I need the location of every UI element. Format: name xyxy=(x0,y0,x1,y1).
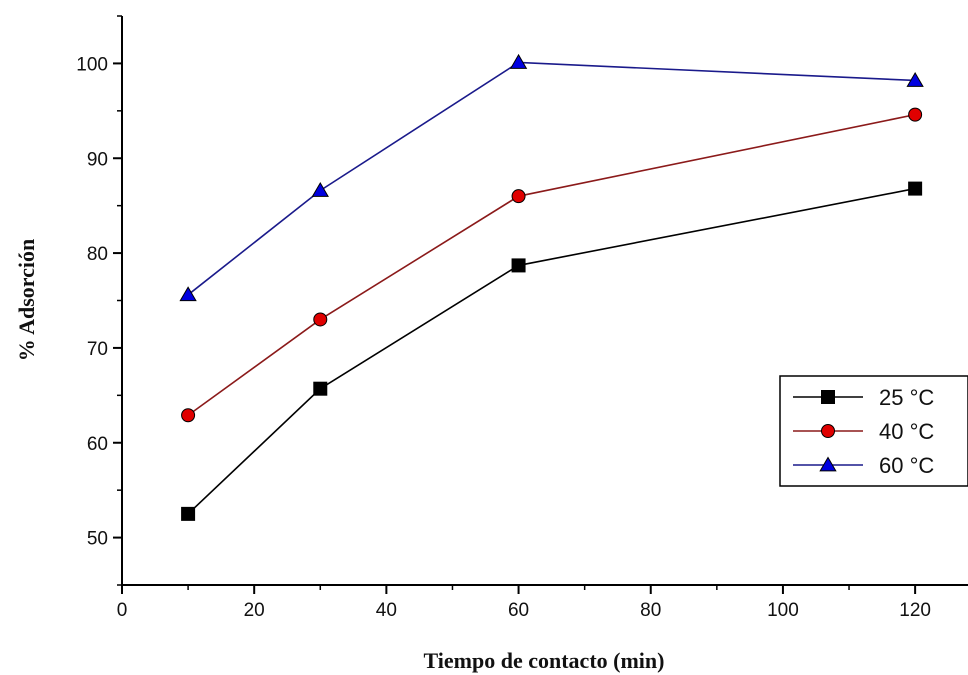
legend-label: 25 °C xyxy=(879,385,934,410)
series-3-point xyxy=(906,71,924,87)
series-2-point xyxy=(313,312,328,327)
legend: 25 °C 40 °C 60 °C xyxy=(779,375,968,487)
series-3-point xyxy=(311,181,329,197)
x-tick-label: 20 xyxy=(244,600,265,621)
legend-marker xyxy=(821,390,835,404)
legend-marker xyxy=(821,424,835,438)
legend-item: 60 °C xyxy=(793,453,934,478)
series-1-point xyxy=(908,181,923,196)
series-2-point xyxy=(908,107,923,122)
x-tick-label: 100 xyxy=(767,600,799,621)
series-2 xyxy=(181,107,923,423)
legend-label: 40 °C xyxy=(879,419,934,444)
x-tick-label: 40 xyxy=(376,600,397,621)
series-3 xyxy=(179,53,924,302)
y-tick-label: 80 xyxy=(87,244,108,265)
series-3-line xyxy=(187,61,916,296)
y-tick-label: 70 xyxy=(87,339,108,360)
series-1-point xyxy=(313,381,328,396)
series-layer xyxy=(179,53,924,521)
x-tick-label: 0 xyxy=(117,600,128,621)
series-3-point xyxy=(509,53,528,69)
legend-label: 60 °C xyxy=(879,453,934,478)
series-1-point xyxy=(181,506,196,521)
axes: 0 20 40 60 80 100 120 50 60 70 80 90 100 xyxy=(76,15,968,621)
series-1-point xyxy=(511,258,526,273)
series-2-line xyxy=(187,113,916,416)
series-3-point xyxy=(179,286,197,302)
y-tick-label: 60 xyxy=(87,434,108,455)
legend-item: 25 °C xyxy=(793,385,934,410)
series-2-point xyxy=(181,408,196,423)
y-tick-label: 90 xyxy=(87,149,108,170)
x-axis-title: Tiempo de contacto (min) xyxy=(424,648,665,673)
y-tick-label: 100 xyxy=(76,54,108,75)
series-1-line xyxy=(187,187,916,515)
series-1 xyxy=(181,181,923,521)
y-axis-title: % Adsorción xyxy=(14,239,39,361)
x-tick-label: 80 xyxy=(640,600,661,621)
series-2-point xyxy=(511,189,526,204)
y-tick-label: 50 xyxy=(87,529,108,550)
legend-item: 40 °C xyxy=(793,419,934,444)
x-tick-label: 120 xyxy=(899,600,931,621)
x-tick-label: 60 xyxy=(508,600,529,621)
legend-marker xyxy=(819,456,837,472)
